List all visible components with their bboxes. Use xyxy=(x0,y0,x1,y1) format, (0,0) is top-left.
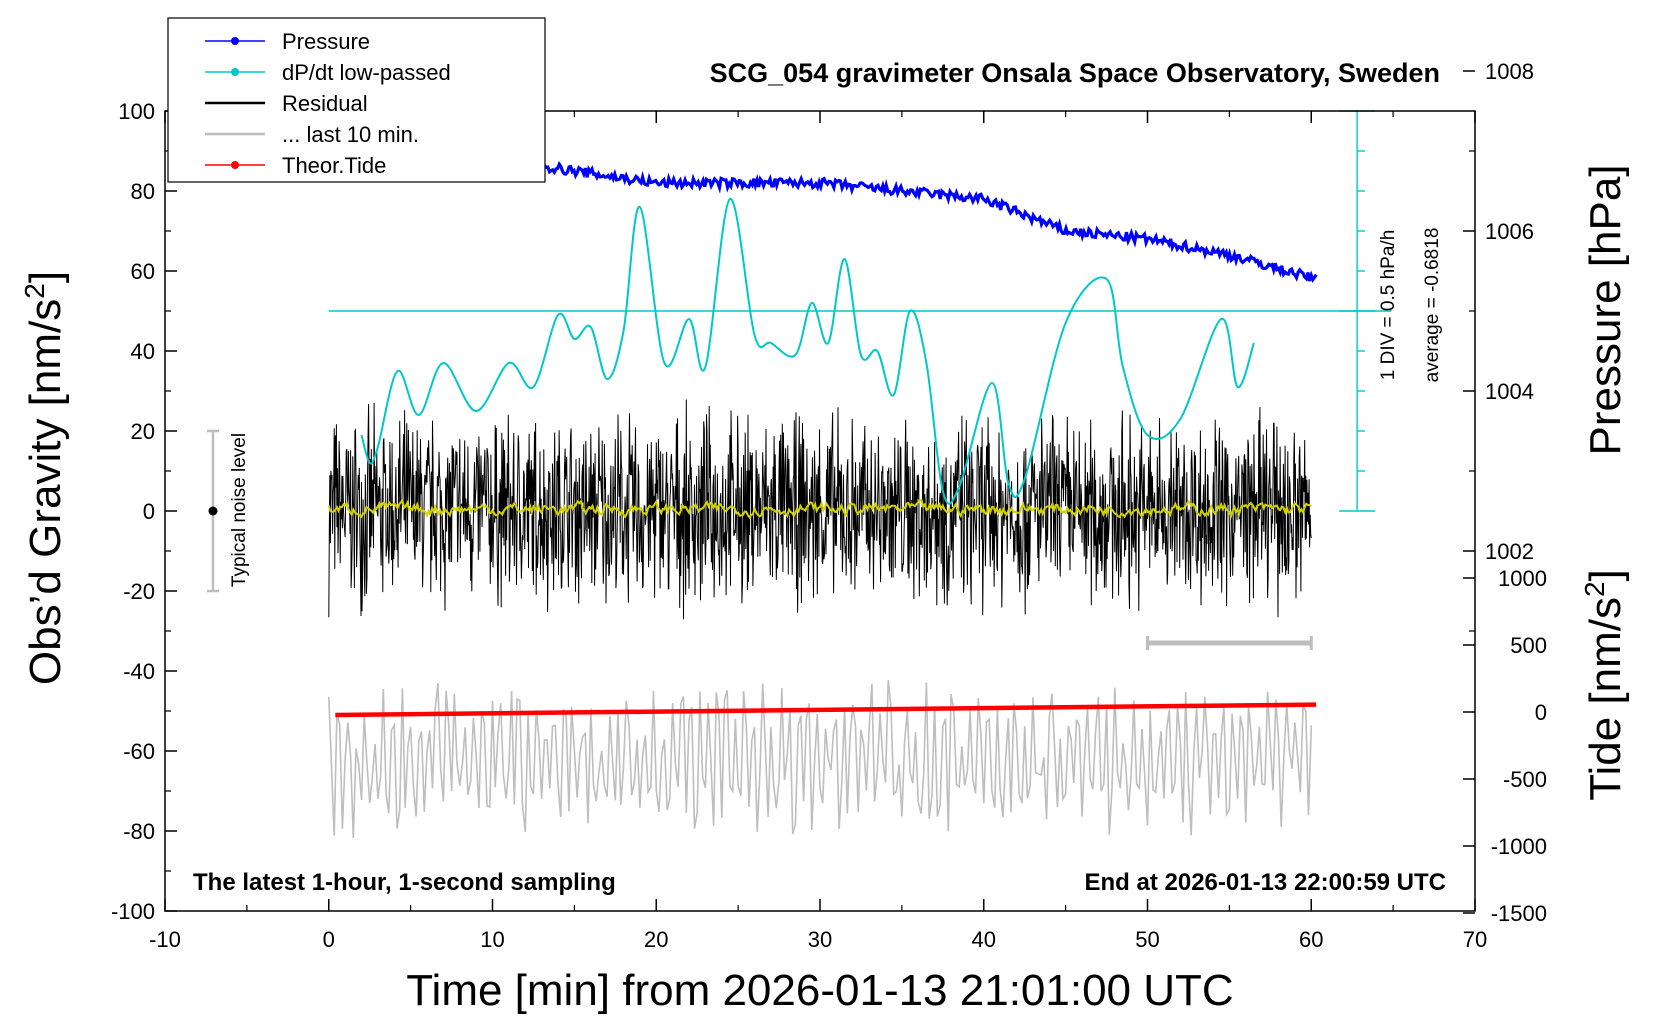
tide-tick-label: -1500 xyxy=(1491,901,1547,926)
legend-label: dP/dt low-passed xyxy=(282,60,451,85)
pressure-tick-label: 1006 xyxy=(1485,219,1534,244)
y-tick-label: 0 xyxy=(143,499,155,524)
x-tick-label: 60 xyxy=(1299,927,1323,952)
x-tick-label: 30 xyxy=(808,927,832,952)
x-tick-label: 10 xyxy=(480,927,504,952)
residual-line xyxy=(328,399,1312,620)
y-axis-label-pressure: Pressure [hPa] xyxy=(1581,164,1630,455)
dpdt-scale-label: 1 DIV = 0.5 hPa/h xyxy=(1378,230,1399,381)
y-axis-label-gravity: Obs’d Gravity [nm/s2] xyxy=(19,271,70,685)
y-axis-label-tide: Tide [nm/s2] xyxy=(1579,569,1630,801)
tide-tick-label: 1000 xyxy=(1498,566,1547,591)
x-tick-label: 40 xyxy=(972,927,996,952)
pressure-tick-label: 1002 xyxy=(1485,539,1534,564)
legend-marker xyxy=(231,161,239,169)
dpdt-line xyxy=(360,197,1255,505)
last-10-min-line xyxy=(328,680,1313,839)
x-tick-label: 20 xyxy=(644,927,668,952)
y-tick-label: -100 xyxy=(111,899,155,924)
tide-tick-label: 0 xyxy=(1535,700,1547,725)
series-layer xyxy=(207,110,1392,839)
dpdt-average-label: average = -0.6818 xyxy=(1422,228,1443,383)
y-tick-label: 40 xyxy=(131,339,155,364)
x-tick-label: 70 xyxy=(1463,927,1487,952)
y-tick-label: -80 xyxy=(123,819,155,844)
tide-tick-label: -500 xyxy=(1503,767,1547,792)
bottom-right-note: End at 2026-01-13 22:00:59 UTC xyxy=(1085,869,1447,896)
tide-tick-label: -1000 xyxy=(1491,834,1547,859)
legend-label: Theor.Tide xyxy=(282,153,386,178)
pressure-tick-label: 1008 xyxy=(1485,59,1534,84)
bottom-left-note: The latest 1-hour, 1-second sampling xyxy=(193,869,616,896)
x-axis-label: Time [min] from 2026-01-13 21:01:00 UTC xyxy=(406,966,1233,1015)
legend-label: Residual xyxy=(282,91,368,116)
y-tick-label: -60 xyxy=(123,739,155,764)
x-tick-label: -10 xyxy=(149,927,181,952)
noise-level-dot xyxy=(208,506,218,516)
x-tick-label: 50 xyxy=(1135,927,1159,952)
noise-level-label: Typical noise level xyxy=(229,433,250,587)
x-tick-label: 0 xyxy=(323,927,335,952)
y-tick-label: -40 xyxy=(123,659,155,684)
y-tick-label: -20 xyxy=(123,579,155,604)
y-tick-label: 100 xyxy=(118,99,155,124)
theoretical-tide-line xyxy=(335,702,1317,718)
y-tick-label: 80 xyxy=(131,179,155,204)
legend-label: ... last 10 min. xyxy=(282,122,419,147)
y-tick-label: 60 xyxy=(131,259,155,284)
pressure-tick-label: 1004 xyxy=(1485,379,1534,404)
residual-smoothed-line xyxy=(327,498,1312,520)
legend-marker xyxy=(231,37,239,45)
legend-marker xyxy=(231,68,239,76)
chart-title: SCG_054 gravimeter Onsala Space Observat… xyxy=(710,58,1440,88)
legend: Pressure dP/dt low-passed Residual ... last… xyxy=(167,17,546,183)
y-tick-label: 20 xyxy=(131,419,155,444)
legend-label: Pressure xyxy=(282,29,370,54)
tide-tick-label: 500 xyxy=(1510,633,1547,658)
legend-box xyxy=(167,17,546,183)
